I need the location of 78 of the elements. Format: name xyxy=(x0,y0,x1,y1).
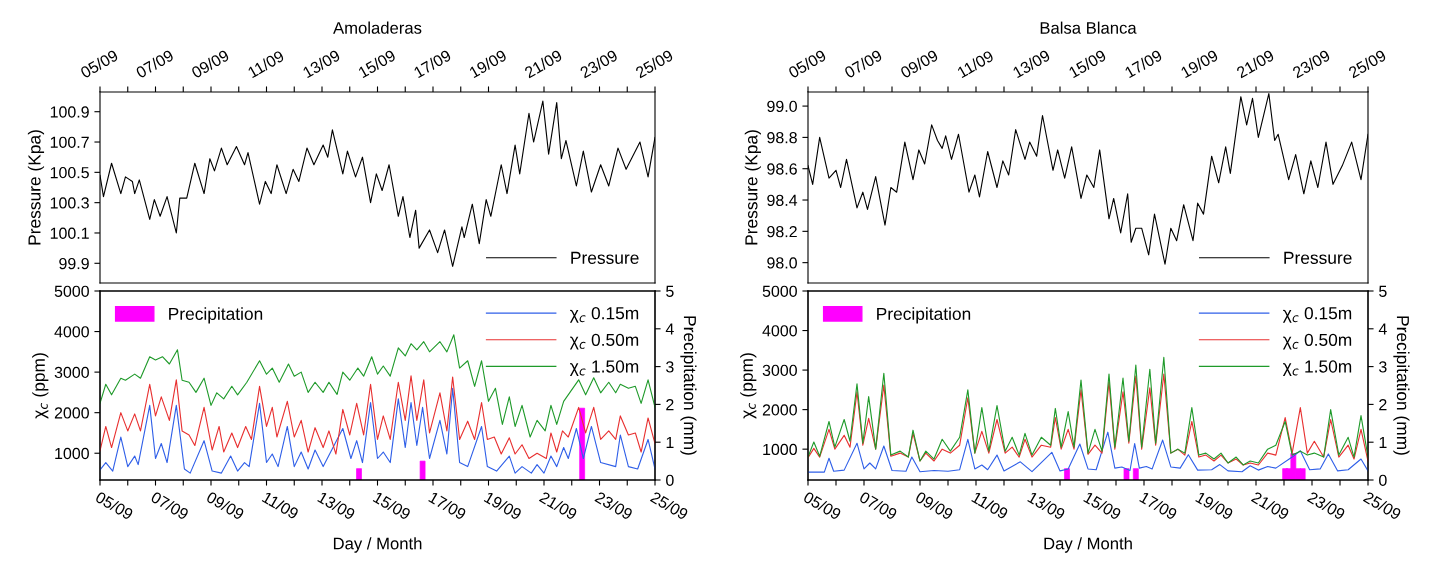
y-tick-label: 2000 xyxy=(762,404,797,416)
x-tick-label: 15/09 xyxy=(1083,491,1122,521)
y-tick-label: 4000 xyxy=(54,326,89,338)
legend-label: Pressure xyxy=(571,251,639,264)
y-tick-label: 99.9 xyxy=(59,257,89,270)
legend-label: Precipitation xyxy=(169,307,263,324)
legend-label: χ$_{c}$ 1.50m xyxy=(569,360,639,377)
y2-tick-label: 0 xyxy=(1379,474,1387,486)
y-tick-label: 3000 xyxy=(54,366,89,379)
y-tick-label: 99.0 xyxy=(767,100,797,113)
legend-label: χ$_{c}$ 0.50m xyxy=(569,333,639,350)
x-axis-title: Day / Month xyxy=(1044,537,1132,553)
y2-tick-label: 4 xyxy=(1378,323,1387,335)
legend-label: χ$_{c}$ 0.15m xyxy=(569,307,639,323)
y2-tick-label: 1 xyxy=(666,437,674,448)
y-tick-label: 100.5 xyxy=(50,166,89,179)
y-axis-title: χ$_{c}$ (ppm) xyxy=(32,353,49,419)
y-tick-label: 98.8 xyxy=(767,132,797,144)
y-axis-title: Pressure (Kpa) xyxy=(744,130,761,245)
x-tick-label: 09/09 xyxy=(914,490,954,521)
x-tick-label: 05/09 xyxy=(802,490,842,521)
y-tick-label: 4000 xyxy=(762,325,797,337)
x-tick-label: 13/09 xyxy=(317,491,356,521)
y2-tick-label: 5 xyxy=(666,285,674,297)
y2-tick-label: 0 xyxy=(666,474,674,486)
x-tick-label: 19/09 xyxy=(483,491,523,521)
legend-label: χ$_{c}$ 0.15m xyxy=(1282,307,1352,323)
y2-tick-label: 3 xyxy=(666,361,674,373)
x-tick-label: 15/09 xyxy=(372,491,412,521)
chart-title: Amoladeras xyxy=(333,21,422,34)
y2-tick-label: 2 xyxy=(666,399,674,411)
x-tick-label: 21/09 xyxy=(1250,490,1290,521)
x-tick-label: 17/09 xyxy=(1139,491,1178,521)
legend-label: Precipitation xyxy=(877,307,971,324)
x-tick-label: 07/09 xyxy=(150,490,190,521)
y-axis-title: χ$_{c}$ (ppm) xyxy=(740,353,757,419)
legend-label: χ$_{c}$ 0.50m xyxy=(1282,333,1352,350)
x-tick-label: 11/09 xyxy=(956,49,995,79)
y-tick-label: 5000 xyxy=(762,285,797,297)
legend-label: χ$_{c}$ 1.50m xyxy=(1282,360,1352,377)
x-tick-label: 23/09 xyxy=(594,490,634,521)
x-tick-label: 25/09 xyxy=(649,490,689,521)
y-tick-label: 5000 xyxy=(54,285,89,297)
x-tick-label: 07/09 xyxy=(858,490,898,521)
x-tick-label: 11/09 xyxy=(247,49,285,79)
x-tick-label: 23/09 xyxy=(1306,490,1346,521)
y2-tick-label: 5 xyxy=(1379,285,1387,297)
legend-label: Pressure xyxy=(1284,251,1352,264)
x-tick-label: 19/09 xyxy=(1195,491,1234,521)
y2-tick-label: 2 xyxy=(1379,399,1387,411)
y-tick-label: 98.2 xyxy=(767,225,797,238)
chart-title: Balsa Blanca xyxy=(1040,21,1137,34)
y-tick-label: 1000 xyxy=(763,443,797,456)
y2-tick-label: 1 xyxy=(1379,437,1387,448)
y-axis-title: Pressure (Kpa) xyxy=(27,130,45,245)
y-tick-label: 98.0 xyxy=(767,257,797,269)
y-tick-label: 100.3 xyxy=(50,197,89,209)
x-tick-label: 21/09 xyxy=(538,490,578,521)
y2-tick-label: 3 xyxy=(1379,361,1387,373)
y-tick-label: 3000 xyxy=(762,364,797,377)
x-axis-title: Day / Month xyxy=(333,537,422,553)
y-tick-label: 2000 xyxy=(54,407,89,419)
y2-axis-title: Precipitation (mm) xyxy=(1393,316,1410,455)
x-tick-label: 11/09 xyxy=(971,491,1009,520)
y-tick-label: 98.6 xyxy=(767,163,797,175)
y-tick-label: 1000 xyxy=(55,447,89,460)
x-tick-label: 05/09 xyxy=(94,490,134,521)
y-tick-label: 98.4 xyxy=(767,194,798,206)
x-tick-label: 25/09 xyxy=(1362,490,1402,521)
y-tick-label: 100.1 xyxy=(50,227,89,239)
y2-axis-title: Precipitation (mm) xyxy=(680,316,697,455)
x-tick-label: 09/09 xyxy=(205,490,245,521)
x-tick-label: 13/09 xyxy=(1027,491,1066,521)
y-tick-label: 100.7 xyxy=(50,136,89,148)
x-tick-label: 11/09 xyxy=(261,491,300,520)
y2-tick-label: 4 xyxy=(665,323,674,335)
y-tick-label: 100.9 xyxy=(50,106,89,118)
x-tick-label: 17/09 xyxy=(428,491,467,521)
